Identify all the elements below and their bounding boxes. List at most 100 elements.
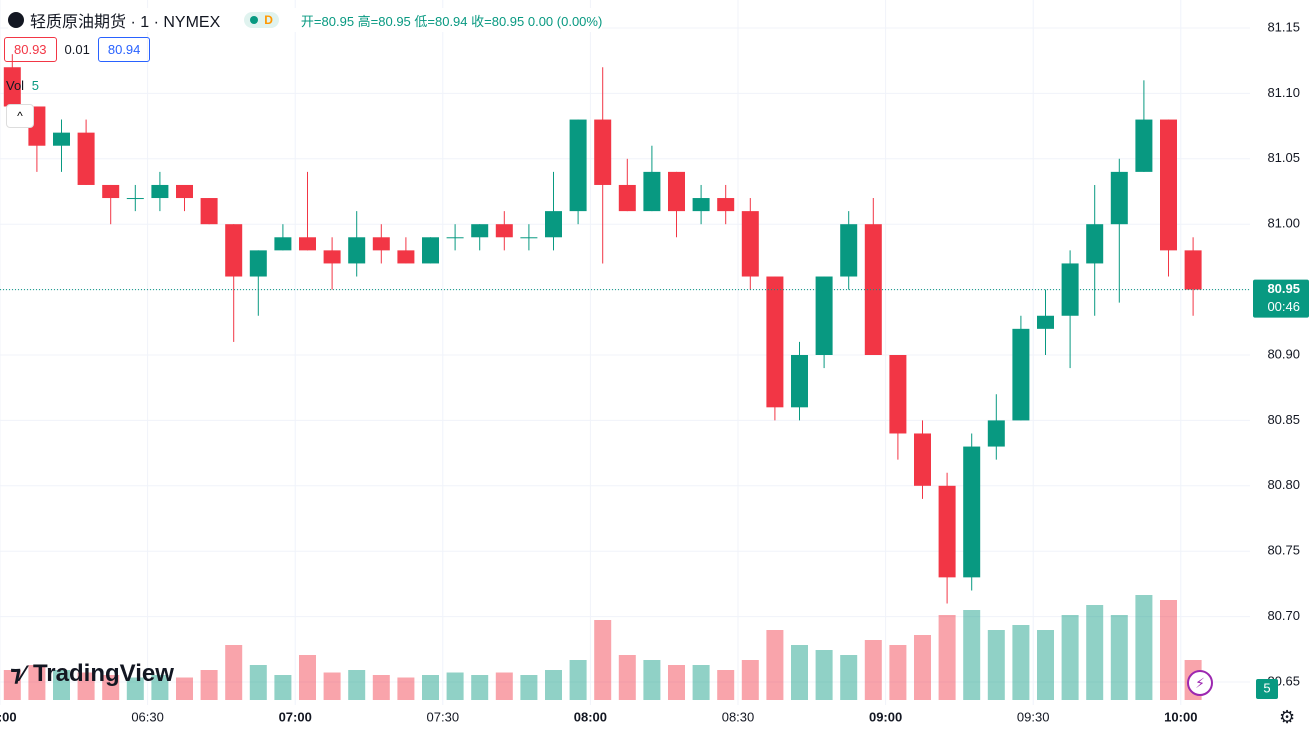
- volume-bar: [372, 675, 390, 700]
- volume-bar: [348, 670, 366, 700]
- volume-bar: [668, 665, 685, 700]
- volume-value: 5: [31, 78, 39, 93]
- y-tick-label: 80.85: [1267, 412, 1300, 427]
- candle-body: [77, 132, 95, 185]
- volume-bar: [397, 677, 415, 700]
- candle-body: [692, 198, 710, 212]
- volume-bar: [766, 630, 784, 700]
- volume-bar: [225, 645, 243, 700]
- symbol-icon: [8, 12, 24, 28]
- candle-body: [594, 119, 612, 185]
- volume-bar: [3, 670, 21, 700]
- x-tick-label: 09:00: [869, 709, 902, 724]
- status-dot: [250, 16, 259, 24]
- candle-body: [1037, 315, 1054, 329]
- volume-bar: [77, 672, 95, 700]
- volume-bar: [200, 670, 218, 700]
- candle-body: [1061, 263, 1079, 316]
- countdown-label: 00:46: [1267, 299, 1300, 314]
- volume-bar: [495, 672, 513, 700]
- candle-body: [1110, 171, 1128, 225]
- volume-bar: [1037, 630, 1054, 700]
- candle-body: [889, 355, 907, 434]
- status-badge[interactable]: D: [244, 12, 279, 28]
- volume-bar: [249, 665, 267, 700]
- volume-bar: [791, 645, 808, 700]
- spread: 0.01: [64, 42, 90, 57]
- volume-bar: [692, 665, 710, 700]
- candle-body: [545, 211, 562, 238]
- volume-bar: [299, 655, 316, 700]
- y-tick-label: 81.00: [1267, 216, 1300, 231]
- candle-body: [643, 171, 661, 212]
- candle-body: [422, 237, 439, 264]
- volume-bar: [618, 655, 636, 700]
- candle-body: [249, 250, 267, 277]
- bid[interactable]: 80.93: [4, 37, 57, 62]
- volume-bar: [938, 615, 956, 700]
- symbol-title: 轻质原油期货 · 1 · NYMEX: [30, 14, 221, 31]
- volume-bar: [176, 677, 193, 700]
- volume-bar: [520, 675, 538, 700]
- volume-legend: Vol 5: [6, 78, 39, 93]
- x-tick-label: 07:30: [427, 709, 460, 724]
- volume-bar: [1086, 605, 1104, 700]
- logo: ⁊⁄ TradingView: [10, 660, 174, 688]
- volume-bar: [864, 640, 882, 700]
- collapse-button[interactable]: ^: [6, 104, 34, 128]
- candle-body: [791, 355, 808, 408]
- volume-bar: [741, 660, 759, 700]
- volume-bar: [323, 672, 341, 700]
- last-price-tag: [1253, 279, 1309, 318]
- candle-body: [126, 198, 144, 200]
- candle-body: [1160, 119, 1177, 251]
- candle-body: [225, 224, 243, 277]
- volume-bar: [1061, 615, 1079, 700]
- volume-bar: [840, 655, 858, 700]
- candle-body: [176, 184, 193, 199]
- candle-body: [1012, 328, 1030, 421]
- volume-bar: [471, 675, 489, 700]
- candle-body: [741, 211, 759, 277]
- price-axis-bg: [1250, 0, 1309, 734]
- volume-bar: [28, 665, 46, 700]
- y-tick-label: 81.15: [1267, 19, 1300, 34]
- volume-bar: [53, 670, 70, 700]
- x-tick-label: 07:00: [279, 709, 312, 724]
- volume-bar: [889, 645, 907, 700]
- volume-bar: [569, 660, 587, 700]
- last-volume-label: 5: [1263, 680, 1270, 695]
- candle-body: [200, 198, 218, 225]
- alert-icon[interactable]: ⚡: [1187, 670, 1213, 696]
- ask[interactable]: 80.94: [97, 37, 151, 62]
- candle-body: [766, 276, 784, 408]
- candle-body: [1086, 224, 1104, 264]
- candle-body: [987, 420, 1005, 447]
- candle-body: [520, 237, 538, 239]
- candle-body: [471, 224, 489, 238]
- ohlc-values: 开=80.95 高=80.95 低=80.94 收=80.95 0.00 (0.…: [300, 13, 603, 29]
- candle-body: [323, 250, 341, 264]
- candle-body: [372, 237, 390, 251]
- x-tick-label: 08:00: [574, 709, 607, 724]
- x-tick-label: 09:30: [1017, 709, 1050, 724]
- y-tick-label: 81.10: [1267, 85, 1300, 100]
- volume-bar: [963, 610, 981, 700]
- candle-body: [53, 132, 70, 146]
- candle-body: [569, 119, 587, 212]
- candle-body: [963, 446, 981, 578]
- volume-bar: [274, 675, 292, 700]
- candle-body: [299, 237, 316, 251]
- y-tick-label: 80.75: [1267, 543, 1300, 558]
- candle-body: [348, 237, 366, 264]
- candle-body: [446, 237, 464, 239]
- logo-text: TradingView: [32, 660, 174, 687]
- volume-bar: [1012, 625, 1030, 700]
- candle-body: [151, 184, 169, 199]
- settings-icon[interactable]: ⚙: [1279, 707, 1296, 727]
- volume-bar: [594, 620, 612, 700]
- volume-bar: [1160, 600, 1177, 700]
- volume-bar: [422, 675, 439, 700]
